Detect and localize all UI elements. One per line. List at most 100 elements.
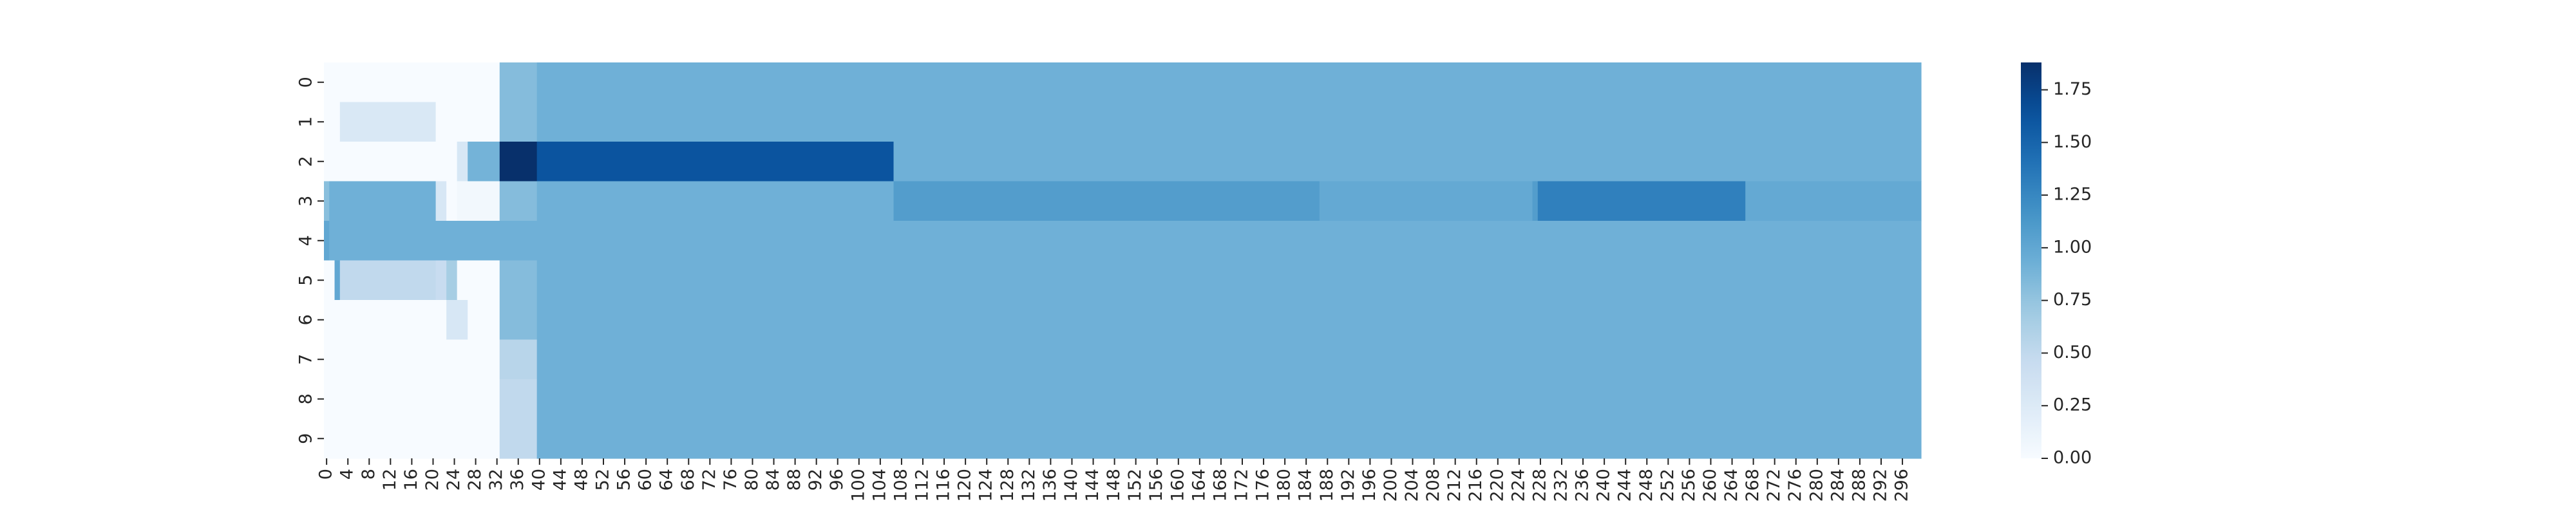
- heatmap-cell: [499, 181, 538, 221]
- x-tick-label: 296: [1892, 469, 1912, 502]
- x-tick-label: 96: [827, 469, 847, 491]
- x-tick-label: 140: [1061, 469, 1081, 502]
- heatmap-cell: [324, 142, 458, 182]
- x-tick-label: 108: [891, 469, 911, 502]
- heatmap-cell: [536, 102, 1922, 142]
- colorbar-tick-label: 1.00: [2053, 237, 2092, 257]
- heatmap-cell: [324, 260, 336, 301]
- heatmap-cell: [324, 300, 447, 341]
- x-tick-label: 88: [784, 469, 804, 491]
- heatmap-cell: [446, 300, 468, 341]
- x-tick-label: 48: [571, 469, 591, 491]
- x-tick-label: 220: [1487, 469, 1507, 502]
- x-tick-label: 196: [1359, 469, 1379, 502]
- x-tick-label: 0: [316, 469, 336, 480]
- heatmap-cell: [446, 260, 458, 301]
- x-tick-label: 4: [337, 469, 357, 480]
- y-tick-label: 0: [296, 77, 316, 88]
- x-tick-label: 248: [1636, 469, 1656, 502]
- x-tick-label: 204: [1402, 469, 1422, 502]
- heatmap-cell: [1745, 181, 1922, 221]
- heatmap-cell: [435, 181, 447, 221]
- x-tick-label: 132: [1019, 469, 1039, 502]
- heatmap-cell: [499, 418, 538, 459]
- x-tick-label: 236: [1573, 469, 1593, 502]
- heatmap-cell: [499, 379, 538, 420]
- x-tick-label: 276: [1785, 469, 1805, 502]
- x-tick-label: 64: [657, 469, 677, 491]
- colorbar-tick-label: 1.50: [2053, 132, 2092, 152]
- x-tick-label: 252: [1658, 469, 1678, 502]
- x-tick-label: 128: [998, 469, 1018, 502]
- heatmap-cell: [324, 418, 500, 459]
- x-tick-label: 280: [1806, 469, 1826, 502]
- heatmap-cell: [457, 142, 468, 182]
- heatmap-cell: [536, 260, 1922, 301]
- colorbar-tick-label: 0.25: [2053, 395, 2092, 415]
- x-tick-label: 228: [1530, 469, 1549, 502]
- x-tick-label: 164: [1189, 469, 1209, 502]
- x-tick-label: 68: [678, 469, 698, 491]
- heatmap-cell: [1532, 181, 1539, 221]
- y-tick-label: 3: [296, 196, 316, 207]
- x-axis: 0 4 8 12 16 20 24 28 32 36 40 44 48 52 56 60 64 68 72 76 80 8…: [316, 458, 1912, 502]
- heatmap-cell: [499, 339, 538, 380]
- x-tick-label: 144: [1083, 469, 1103, 502]
- colorbar-tick-label: 1.75: [2053, 79, 2092, 99]
- heatmap-cell: [329, 221, 1922, 261]
- heatmap-cell: [324, 339, 500, 380]
- x-tick-label: 216: [1466, 469, 1486, 502]
- heatmap-cell: [499, 142, 538, 182]
- heatmap-cell: [536, 418, 1922, 459]
- x-tick-label: 260: [1700, 469, 1720, 502]
- heatmap-cell: [536, 300, 1922, 341]
- x-tick-label: 44: [550, 469, 570, 491]
- x-tick-label: 148: [1104, 469, 1124, 502]
- heatmap-cell: [435, 260, 447, 301]
- x-tick-label: 232: [1551, 469, 1571, 502]
- heatmap-cell: [435, 102, 500, 142]
- heatmap-cell: [339, 102, 437, 142]
- x-tick-label: 268: [1743, 469, 1763, 502]
- x-tick-label: 80: [742, 469, 762, 491]
- x-tick-label: 52: [593, 469, 613, 491]
- x-tick-label: 180: [1274, 469, 1294, 502]
- heatmap-cell: [324, 62, 500, 103]
- y-tick-label: 7: [296, 354, 316, 365]
- colorbar-gradient: [2021, 62, 2041, 458]
- heatmap-cell: [893, 181, 1320, 221]
- x-tick-label: 152: [1125, 469, 1145, 502]
- heatmap-cell: [334, 260, 341, 301]
- heatmap-cell: [536, 379, 1922, 420]
- heatmap-cell: [457, 260, 500, 301]
- x-tick-label: 36: [507, 469, 527, 491]
- x-tick-label: 12: [380, 469, 400, 491]
- x-tick-label: 92: [806, 469, 826, 491]
- colorbar-tick-label: 1.25: [2053, 185, 2092, 205]
- x-tick-label: 16: [401, 469, 421, 491]
- x-tick-label: 172: [1232, 469, 1252, 502]
- heatmap-cell: [329, 181, 437, 221]
- heatmap-cell: [499, 300, 538, 341]
- x-tick-label: 120: [955, 469, 975, 502]
- colorbar-ticks: 0.00 0.25 0.50 0.75 1.00 1.25 1.50 1.75: [2041, 79, 2092, 468]
- heatmap-cell: [536, 181, 895, 221]
- x-tick-label: 20: [422, 469, 442, 491]
- x-tick-label: 136: [1040, 469, 1060, 502]
- heatmap-cell: [324, 221, 330, 261]
- x-tick-label: 160: [1168, 469, 1188, 502]
- x-tick-label: 192: [1338, 469, 1358, 502]
- x-tick-label: 256: [1679, 469, 1699, 502]
- x-tick-label: 112: [913, 469, 933, 502]
- heatmap-cell: [468, 300, 500, 341]
- x-tick-label: 156: [1146, 469, 1166, 502]
- heatmap-cell: [324, 379, 500, 420]
- heatmap-cells: [324, 62, 1922, 459]
- heatmap-cell: [339, 260, 437, 301]
- y-tick-label: 9: [296, 433, 316, 444]
- y-tick-label: 2: [296, 156, 316, 167]
- x-tick-label: 8: [359, 469, 379, 480]
- heatmap-cell: [499, 62, 538, 103]
- x-tick-label: 264: [1721, 469, 1741, 502]
